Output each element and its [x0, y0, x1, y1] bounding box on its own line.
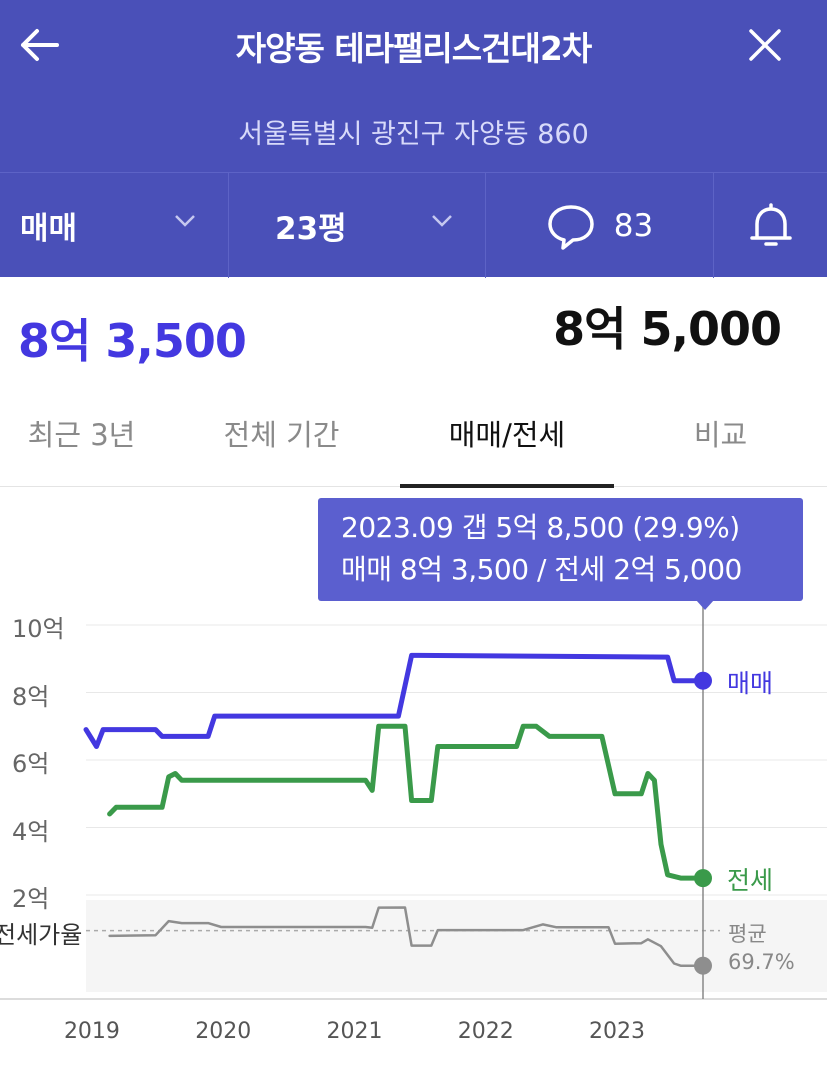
y-tick-label: 2억	[12, 885, 50, 913]
chevron-down-icon	[432, 215, 452, 227]
trade-type-dropdown[interactable]: 매매	[0, 173, 229, 278]
tab-recent-3y[interactable]: 최근 3년	[27, 418, 136, 452]
comment-button[interactable]: 83	[486, 173, 714, 278]
chevron-down-icon	[175, 215, 195, 227]
series-end-point-1	[694, 869, 712, 888]
x-tick-label: 2019	[63, 1019, 120, 1044]
y-tick-label: 8억	[12, 682, 50, 711]
jeonse-series-label: 전세	[727, 866, 774, 896]
bell-icon	[749, 202, 792, 246]
tab-sale-jeonse[interactable]: 매매/전세	[400, 390, 614, 488]
back-arrow-icon[interactable]	[14, 20, 64, 70]
series-end-point-0	[694, 671, 712, 690]
series-end-point-2	[694, 956, 712, 975]
trade-type-label: 매매	[20, 211, 78, 247]
sale-series-label: 매매	[727, 668, 774, 698]
secondary-price: 8억 5,000	[553, 302, 782, 356]
close-icon[interactable]	[740, 20, 790, 70]
tooltip-arrow	[696, 600, 714, 610]
series-line-0	[83, 652, 706, 749]
tab-compare[interactable]: 비교	[693, 418, 748, 452]
ratio-band	[86, 900, 827, 992]
chart-svg	[0, 606, 827, 1000]
tooltip-price-line: 매매 8억 3,500 / 전세 2억 5,000	[341, 553, 742, 586]
current-price: 8억 3,500	[18, 314, 247, 368]
price-chart[interactable]: 2023.09 갭 5억 8,500 (29.9%) 매매 8억 3,500 /…	[0, 488, 827, 1065]
average-label-value: 69.7%	[728, 950, 795, 974]
average-ratio-label: 평균 69.7%	[728, 920, 795, 976]
alarm-button[interactable]	[714, 173, 827, 278]
x-tick-label: 2023	[589, 1019, 646, 1044]
tab-all-period[interactable]: 전체 기간	[223, 418, 340, 452]
ratio-axis-label: 전세가율	[0, 920, 83, 949]
filter-bar: 매매 23평 83	[0, 172, 827, 278]
series-line-1	[107, 723, 706, 881]
y-tick-label: 4억	[12, 817, 50, 846]
period-tabs: 최근 3년 전체 기간 매매/전세 비교	[0, 390, 827, 488]
x-tick-label: 2021	[326, 1019, 383, 1044]
average-label-title: 평균	[728, 922, 767, 946]
x-tick-label: 2020	[195, 1019, 252, 1044]
comment-count: 83	[613, 207, 654, 244]
speech-bubble-icon	[548, 204, 594, 250]
x-tick-label: 2022	[457, 1019, 514, 1044]
tooltip-gap-line: 2023.09 갭 5억 8,500 (29.9%)	[341, 511, 740, 544]
size-dropdown[interactable]: 23평	[229, 173, 486, 278]
y-tick-label: 6억	[12, 750, 50, 778]
page-title: 자양동 테라팰리스건대2차	[235, 29, 592, 68]
address-text: 서울특별시 광진구 자양동 860	[238, 119, 589, 150]
y-tick-label: 10억	[12, 615, 65, 643]
header: 자양동 테라팰리스건대2차 서울특별시 광진구 자양동 860 매매 23평 8…	[0, 0, 827, 278]
chart-tooltip: 2023.09 갭 5억 8,500 (29.9%) 매매 8억 3,500 /…	[318, 498, 803, 601]
series-line-2	[108, 906, 705, 967]
size-label: 23평	[275, 211, 347, 247]
